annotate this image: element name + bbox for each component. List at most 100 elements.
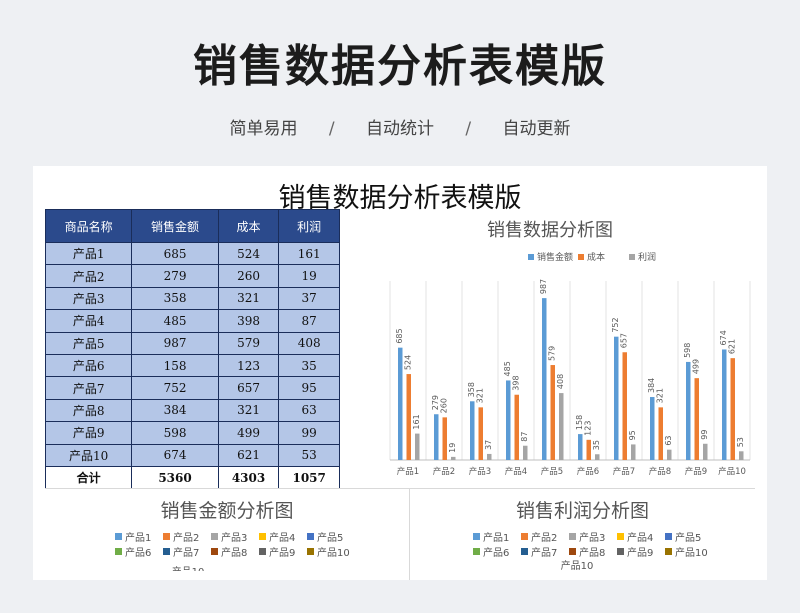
- cell-product-name[interactable]: 产品9: [44, 421, 133, 445]
- table-row: 产品9 598 499 99: [44, 421, 340, 445]
- cell-product-name[interactable]: 产品2: [44, 264, 133, 288]
- profit-pie-legend-item[interactable]: 产品7: [521, 544, 569, 559]
- cell-sales-amount[interactable]: 158: [131, 353, 219, 378]
- profit-pie-legend-item[interactable]: 产品8: [569, 544, 617, 559]
- header-cost[interactable]: 成本: [217, 209, 280, 243]
- profit-pie-legend-item[interactable]: 产品10: [665, 544, 713, 559]
- bar-sales: [578, 434, 583, 460]
- cell-profit[interactable]: 161: [278, 241, 340, 266]
- sales-pie-legend-item[interactable]: 产品5: [307, 529, 355, 544]
- table-header-row: 商品名称 销售金额 成本 利润: [44, 209, 340, 243]
- cell-product-name[interactable]: 产品3: [44, 286, 133, 311]
- sales-pie-legend-item[interactable]: 产品10: [307, 544, 355, 559]
- sales-pie-legend-item[interactable]: 产品1: [115, 529, 163, 544]
- cell-profit[interactable]: 63: [278, 398, 340, 423]
- cell-cost[interactable]: 621: [217, 443, 280, 467]
- cell-cost[interactable]: 321: [217, 286, 280, 311]
- cell-sales-amount[interactable]: 384: [131, 398, 219, 423]
- cell-cost[interactable]: 657: [217, 376, 280, 400]
- sales-pie-legend-item[interactable]: 产品3: [211, 529, 259, 544]
- data-label: 987: [539, 279, 548, 294]
- table-row: 产品1 685 524 161: [44, 241, 340, 266]
- sales-pie-legend-item[interactable]: 产品7: [163, 544, 211, 559]
- cell-product-name[interactable]: 产品6: [44, 353, 133, 378]
- total-sales-amount[interactable]: 5360: [131, 465, 219, 490]
- legend-label: 产品9: [269, 548, 296, 559]
- data-label: 321: [656, 388, 665, 403]
- table-row: 产品4 485 398 87: [44, 309, 340, 333]
- bar-profit: [631, 444, 636, 460]
- legend-label: 产品10: [317, 548, 350, 559]
- cell-cost[interactable]: 499: [217, 421, 280, 445]
- cell-profit[interactable]: 37: [278, 286, 340, 311]
- cell-sales-amount[interactable]: 987: [131, 331, 219, 355]
- cell-sales-amount[interactable]: 674: [131, 443, 219, 467]
- cell-profit[interactable]: 53: [278, 443, 340, 467]
- profit-pie-legend-item[interactable]: 产品5: [665, 529, 713, 544]
- cell-sales-amount[interactable]: 358: [131, 286, 219, 311]
- x-tick-label: 产品9: [685, 466, 707, 477]
- sales-pie-legend-item[interactable]: 产品8: [211, 544, 259, 559]
- data-label: 161: [412, 414, 421, 429]
- sales-pie-legend-item[interactable]: 产品9: [259, 544, 307, 559]
- legend-label: 产品8: [579, 548, 606, 559]
- total-product-name[interactable]: 合计: [44, 465, 133, 490]
- chart-divider: [45, 488, 755, 489]
- table-row: 产品2 279 260 19: [44, 264, 340, 288]
- profit-pie-legend-item[interactable]: 产品1: [473, 529, 521, 544]
- cell-sales-amount[interactable]: 485: [131, 309, 219, 333]
- cell-profit[interactable]: 87: [278, 309, 340, 333]
- cell-product-name[interactable]: 产品4: [44, 309, 133, 333]
- cell-profit[interactable]: 99: [278, 421, 340, 445]
- profit-pie-legend-item[interactable]: 产品9: [617, 544, 665, 559]
- cell-cost[interactable]: 579: [217, 331, 280, 355]
- cell-cost[interactable]: 321: [217, 398, 280, 423]
- legend-swatch: [617, 548, 624, 555]
- profit-pie-legend-item[interactable]: 产品2: [521, 529, 569, 544]
- data-label: 19: [448, 443, 457, 453]
- cell-profit[interactable]: 35: [278, 353, 340, 378]
- sales-pie-legend-item[interactable]: 产品6: [115, 544, 163, 559]
- legend-row: 产品1 产品2 产品3 产品4 产品5: [473, 529, 713, 544]
- cell-sales-amount[interactable]: 752: [131, 376, 219, 400]
- cell-sales-amount[interactable]: 685: [131, 241, 219, 266]
- subtitle: 简单易用 / 自动统计 / 自动更新: [0, 114, 800, 139]
- cell-product-name[interactable]: 产品8: [44, 398, 133, 423]
- table-row: 产品6 158 123 35: [44, 353, 340, 378]
- sales-pie-legend-item[interactable]: 产品4: [259, 529, 307, 544]
- legend-swatch: [473, 533, 480, 540]
- cell-cost[interactable]: 260: [217, 264, 280, 288]
- profit-pie-legend-item[interactable]: 产品4: [617, 529, 665, 544]
- cell-profit[interactable]: 19: [278, 264, 340, 288]
- cell-product-name[interactable]: 产品5: [44, 331, 133, 355]
- bar-sales: [470, 401, 475, 460]
- x-tick-label: 产品8: [649, 466, 671, 477]
- cell-cost[interactable]: 123: [217, 353, 280, 378]
- total-profit[interactable]: 1057: [278, 465, 340, 490]
- cell-cost[interactable]: 524: [217, 241, 280, 266]
- header-sales-amount[interactable]: 销售金额: [131, 209, 219, 243]
- sales-pie-legend: 产品1 产品2 产品3 产品4 产品5 产品6 产品7 产品8 产品9 产品10: [115, 529, 355, 559]
- total-cost[interactable]: 4303: [217, 465, 280, 490]
- legend-label: 产品1: [125, 533, 152, 544]
- legend-label-2: 利润: [638, 251, 656, 263]
- profit-pie-legend-item[interactable]: 产品3: [569, 529, 617, 544]
- data-label: 158: [575, 415, 584, 430]
- profit-pie-legend: 产品1 产品2 产品3 产品4 产品5 产品6 产品7 产品8 产品9 产品10: [473, 529, 713, 559]
- table-row: 产品10 674 621 53: [44, 443, 340, 467]
- x-tick-label: 产品5: [541, 466, 563, 477]
- legend-label: 产品2: [531, 533, 558, 544]
- cell-profit[interactable]: 95: [278, 376, 340, 400]
- cell-profit[interactable]: 408: [278, 331, 340, 355]
- sales-pie-legend-item[interactable]: 产品2: [163, 529, 211, 544]
- cell-product-name[interactable]: 产品7: [44, 376, 133, 400]
- cell-sales-amount[interactable]: 598: [131, 421, 219, 445]
- profit-pie-legend-item[interactable]: 产品6: [473, 544, 521, 559]
- cell-product-name[interactable]: 产品10: [44, 443, 133, 467]
- header-product-name[interactable]: 商品名称: [44, 209, 133, 243]
- cell-cost[interactable]: 398: [217, 309, 280, 333]
- cell-sales-amount[interactable]: 279: [131, 264, 219, 288]
- cell-product-name[interactable]: 产品1: [44, 241, 133, 266]
- header-profit[interactable]: 利润: [278, 209, 340, 243]
- x-tick-label: 产品2: [433, 466, 455, 477]
